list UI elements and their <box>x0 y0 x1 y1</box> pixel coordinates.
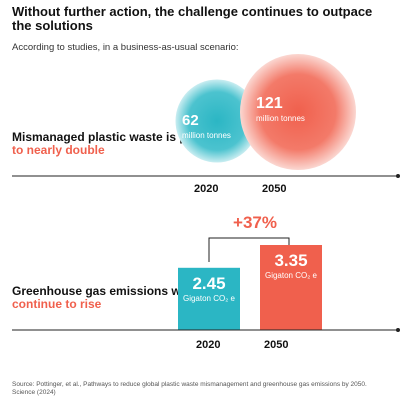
change-label-bg <box>227 210 283 232</box>
chart-subtitle: According to studies, in a business-as-u… <box>12 42 239 53</box>
bar-axis-end-dot <box>396 328 400 332</box>
bar-2050 <box>260 245 322 330</box>
source-note: Source: Pottinger, et al., Pathways to r… <box>12 381 367 396</box>
bubble-2020-unit: million tonnes <box>182 131 231 140</box>
bar-2020-value: 2.45 <box>192 274 225 293</box>
bubble-2050 <box>240 54 356 170</box>
bar-year-2020: 2020 <box>196 339 220 351</box>
bar-2020 <box>178 267 240 330</box>
change-bracket <box>208 237 290 262</box>
ghg-label-text: Greenhouse gas emissions will <box>12 284 191 298</box>
bar-year-2050: 2050 <box>264 339 288 351</box>
ghg-label: Greenhouse gas emissions will continue t… <box>12 285 191 311</box>
bubble-year-2020: 2020 <box>194 183 218 195</box>
bubble-year-2050: 2050 <box>262 183 286 195</box>
bubble-2020 <box>175 79 259 163</box>
chart-title: Without further action, the challenge co… <box>12 4 373 33</box>
bar-2020-unit: Gigaton CO₂ e <box>183 294 236 303</box>
bubble-2050-unit: million tonnes <box>256 114 305 123</box>
bar-2050-unit: Gigaton CO₂ e <box>265 271 318 280</box>
bubble-axis-end-dot <box>396 174 400 178</box>
bar-2050-value: 3.35 <box>274 251 307 270</box>
change-label: +37% <box>233 213 277 232</box>
plastic-waste-label-highlight: to nearly double <box>12 143 105 157</box>
bubble-2020-value: 62 <box>182 112 199 129</box>
ghg-label-highlight: continue to rise <box>12 297 102 311</box>
bubble-2050-value: 121 <box>256 95 283 112</box>
